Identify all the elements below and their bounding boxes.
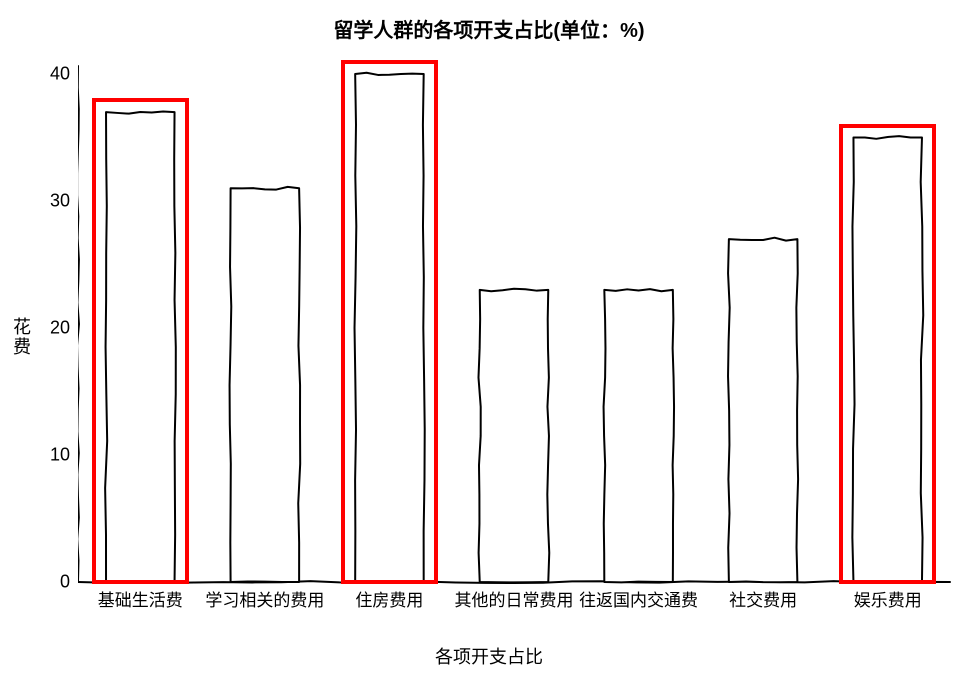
x-tick-label: 学习相关的费用	[205, 586, 324, 611]
bar	[478, 289, 549, 583]
bar	[105, 111, 176, 582]
y-axis	[78, 66, 79, 582]
bar	[230, 187, 301, 582]
y-tick-label: 30	[40, 191, 70, 212]
x-tick-label: 其他的日常费用	[455, 586, 574, 611]
x-tick-label: 娱乐费用	[854, 586, 922, 611]
bar	[852, 136, 923, 582]
y-tick-label: 10	[40, 445, 70, 466]
x-tick-label: 住房费用	[355, 586, 423, 611]
chart-svg	[78, 52, 958, 610]
bar	[604, 289, 674, 582]
chart-container: 留学人群的各项开支占比(单位：%) 花费 各项开支占比 0 10 20 30 40 基础生…	[0, 0, 978, 673]
y-axis-label: 花费	[8, 317, 34, 357]
plot-area	[78, 52, 958, 610]
y-tick-label: 0	[40, 572, 70, 593]
x-axis-label: 各项开支占比	[0, 643, 978, 669]
chart-title: 留学人群的各项开支占比(单位：%)	[0, 14, 978, 43]
y-tick-label: 20	[40, 318, 70, 339]
bar	[728, 238, 798, 583]
bar	[355, 73, 425, 583]
x-tick-label: 基础生活费	[98, 586, 183, 611]
x-tick-label: 往返国内交通费	[579, 586, 698, 611]
x-tick-label: 社交费用	[729, 586, 797, 611]
y-tick-label: 40	[40, 64, 70, 85]
